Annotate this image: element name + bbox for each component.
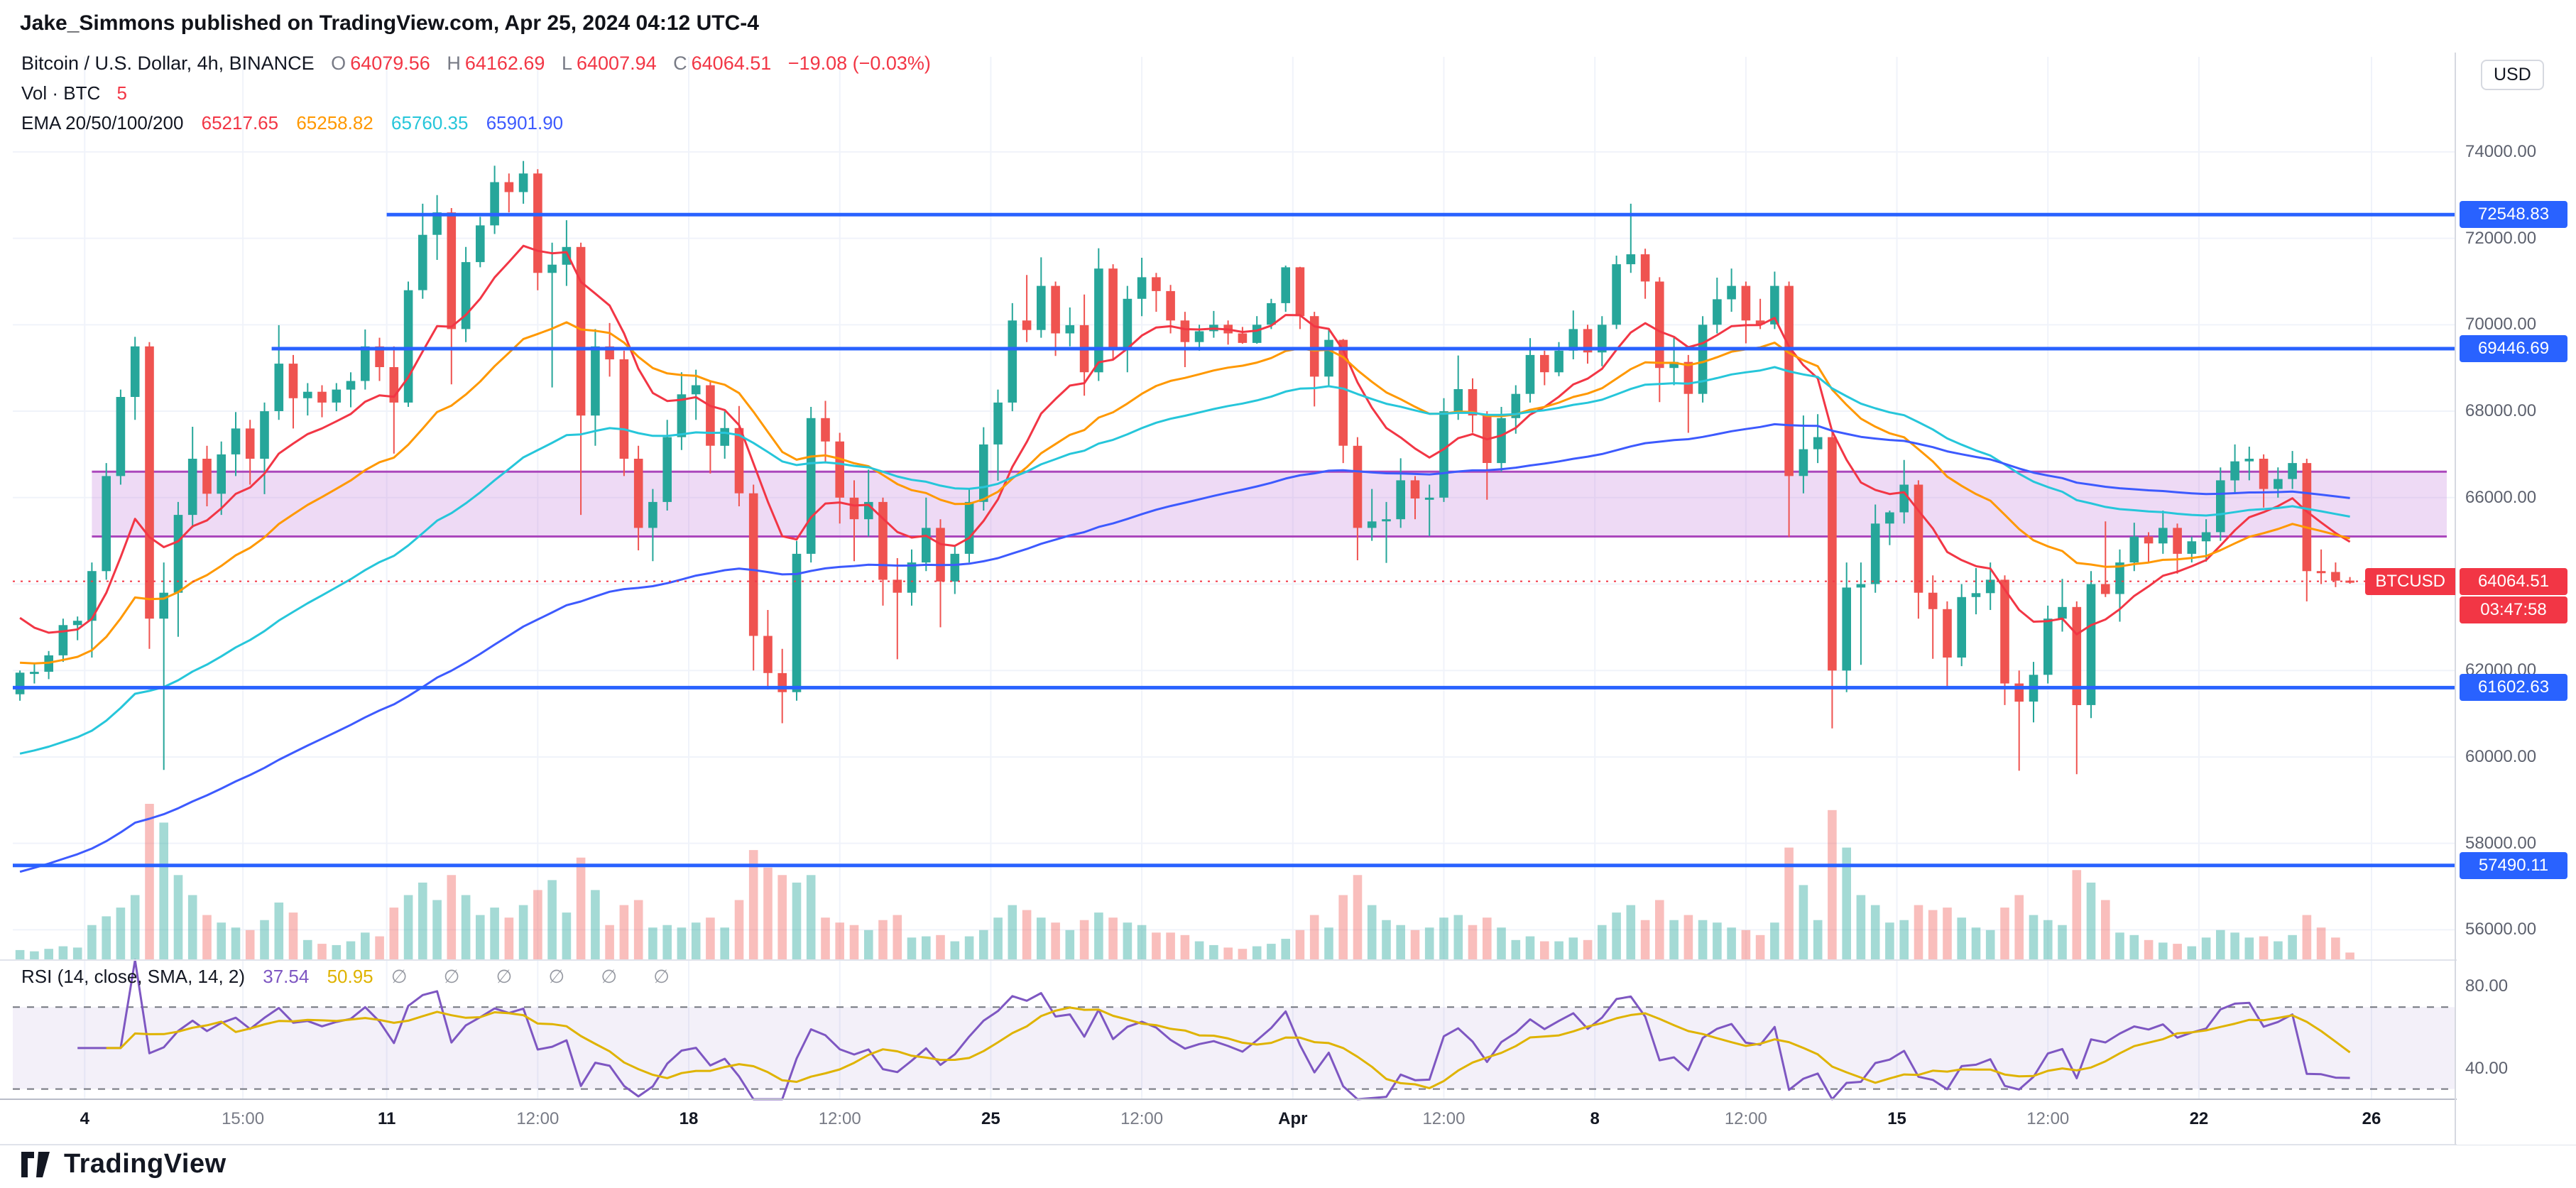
high-label: H (447, 53, 461, 74)
level-price-badge: 69446.69 (2460, 335, 2567, 362)
tradingview-brand-link[interactable]: TradingView (21, 1149, 227, 1179)
last-price-badge: 64064.51 (2460, 567, 2567, 595)
ema-label: EMA 20/50/100/200 (21, 112, 184, 133)
close-label: C (673, 53, 687, 74)
time-axis-label: 18 (679, 1109, 699, 1128)
tradingview-logo-icon (21, 1151, 50, 1177)
rsi-label: RSI (14, close, SMA, 14, 2) (21, 966, 246, 987)
time-axis-label: 12:00 (1422, 1109, 1466, 1128)
price-tick-label: 70000.00 (2465, 315, 2537, 334)
rsi-tick-label: 80.00 (2465, 976, 2509, 996)
time-axis-label: Apr (1278, 1109, 1308, 1128)
ema-legend-row: EMA 20/50/100/200 65217.65 65258.82 6576… (21, 112, 563, 134)
low-value: 64007.94 (577, 53, 657, 74)
time-axis-label: 25 (981, 1109, 1000, 1128)
low-label: L (561, 53, 572, 74)
time-axis-label: 12:00 (2026, 1109, 2070, 1128)
time-axis[interactable]: 4 15:00 11 12:00 18 12:00 25 12:00 Apr 12:00 8 12:0… (0, 1099, 2455, 1145)
rsi-tick-label: 40.00 (2465, 1058, 2509, 1078)
volume-legend-row: Vol · BTC 5 (21, 82, 127, 104)
ema-value-0: 65217.65 (201, 112, 279, 133)
price-tick-label: 56000.00 (2465, 920, 2537, 939)
level-price-badge: 57490.11 (2460, 851, 2567, 879)
volume-value: 5 (116, 82, 127, 104)
price-tick-label: 72000.00 (2465, 228, 2537, 248)
published-byline: Jake_Simmons published on TradingView.co… (20, 11, 759, 35)
rsi-legend-row: RSI (14, close, SMA, 14, 2) 37.54 50.95 … (21, 966, 685, 988)
price-tick-label: 60000.00 (2465, 746, 2537, 766)
price-tick-label: 68000.00 (2465, 401, 2537, 421)
rsi-value: 37.54 (263, 966, 310, 987)
price-tick-label: 58000.00 (2465, 833, 2537, 853)
price-axis[interactable]: USD 74000.00 72000.00 70000.00 68000.00 6600… (2457, 53, 2576, 1145)
currency-unit-button[interactable]: USD (2481, 60, 2544, 90)
candle-countdown-badge: 03:47:58 (2460, 596, 2567, 623)
time-axis-label: 4 (80, 1109, 89, 1128)
time-axis-label: 12:00 (1724, 1109, 1767, 1128)
open-label: O (331, 53, 346, 74)
time-axis-label: 8 (1590, 1109, 1600, 1128)
high-value: 64162.69 (464, 53, 545, 74)
time-axis-label: 12:00 (818, 1109, 861, 1128)
price-tick-label: 66000.00 (2465, 487, 2537, 507)
close-value: 64064.51 (691, 53, 772, 74)
ema-value-1: 65258.82 (296, 112, 373, 133)
price-tick-label: 74000.00 (2465, 141, 2537, 161)
time-axis-label: 12:00 (1120, 1109, 1164, 1128)
open-value: 64079.56 (350, 53, 430, 74)
level-price-badge: 72548.83 (2460, 201, 2567, 229)
time-axis-label: 22 (2189, 1109, 2209, 1128)
symbol-title: Bitcoin / U.S. Dollar, 4h, BINANCE (21, 53, 315, 74)
symbol-price-flag: BTCUSD (2365, 567, 2455, 595)
time-axis-label: 15:00 (222, 1109, 265, 1128)
time-axis-label: 12:00 (516, 1109, 560, 1128)
time-axis-label: 26 (2362, 1109, 2381, 1128)
volume-label: Vol · BTC (21, 82, 101, 104)
rsi-sma-value: 50.95 (327, 966, 373, 987)
ema-value-2: 65760.35 (391, 112, 469, 133)
level-price-badge: 61602.63 (2460, 674, 2567, 702)
time-axis-label: 11 (377, 1109, 396, 1128)
time-axis-label: 15 (1887, 1109, 1906, 1128)
ema-value-3: 65901.90 (486, 112, 564, 133)
rsi-empty-values: ∅ ∅ ∅ ∅ ∅ ∅ (391, 966, 685, 987)
change-value: −19.08 (−0.03%) (787, 53, 931, 74)
brand-name: TradingView (64, 1149, 227, 1179)
symbol-legend-row: Bitcoin / U.S. Dollar, 4h, BINANCE O 6407… (21, 53, 931, 75)
